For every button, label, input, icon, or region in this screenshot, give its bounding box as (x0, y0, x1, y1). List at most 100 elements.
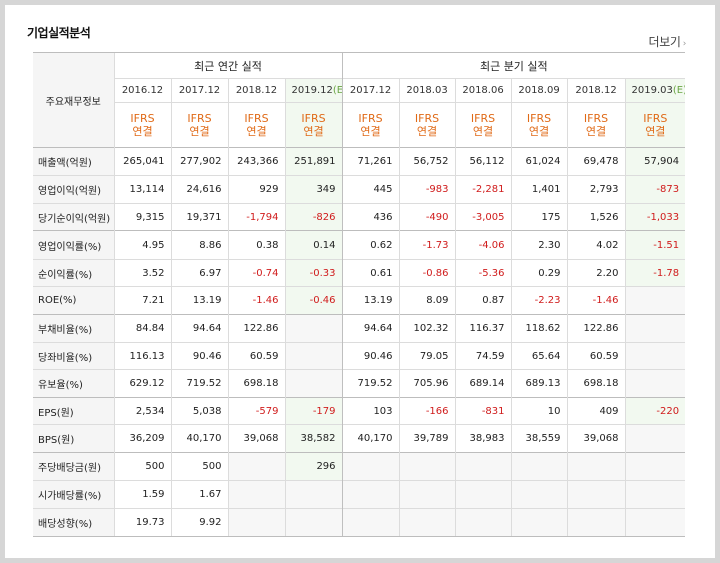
table-cell: 8.86 (170, 230, 228, 260)
table-cell: 65.64 (510, 342, 568, 370)
estimate-mark: (E) (332, 85, 342, 96)
table-row: 배당성향(%) 19.73 9.92 (33, 508, 686, 537)
table-cell: 0.29 (510, 259, 568, 287)
table-cell: 69,478 (566, 147, 626, 176)
table-cell: 57,904 (624, 147, 686, 176)
table-cell: 705.96 (398, 369, 456, 398)
table-row: 매출액(억원) 265,041 277,902 243,366 251,891 71,26… (33, 147, 686, 176)
period-label: 2018.06 (462, 85, 504, 96)
ifrs-label: IFRS (470, 112, 496, 125)
period-label: 2018.03 (406, 85, 448, 96)
ifrs-header-5: IFRS 연결 (398, 102, 456, 148)
table-cell (398, 452, 456, 481)
table-row: EPS(원) 2,534 5,038 -579 -179 103 -166 -831 10 409… (33, 397, 686, 425)
table-cell: 2,534 (113, 397, 171, 425)
table-cell (624, 314, 686, 343)
table-cell: 19,371 (170, 203, 228, 231)
table-cell: 79.05 (398, 342, 456, 370)
consolidated-label: 연결 (132, 125, 153, 138)
row-label: 유보율(%) (33, 369, 114, 398)
table-cell: 10 (510, 397, 568, 425)
row-label: 매출액(억원) (33, 147, 114, 176)
table-row: 영업이익(억원) 13,114 24,616 929 349 445 -983 -2,281 1… (33, 175, 686, 204)
table-cell: -0.46 (284, 286, 343, 315)
table-cell: 0.14 (284, 230, 343, 260)
table-row: 당기순이익(억원) 9,315 19,371 -1,794 -826 436 -490 -3,… (33, 203, 686, 231)
table-cell: -2,281 (454, 175, 512, 204)
table-cell: 9,315 (113, 203, 171, 231)
table-cell: 0.87 (454, 286, 512, 315)
table-cell: 61,024 (510, 147, 568, 176)
row-label: 시가배당률(%) (33, 480, 114, 509)
table-cell: -1.73 (398, 230, 456, 260)
table-cell: -3,005 (454, 203, 512, 231)
table-cell: 60.59 (566, 342, 626, 370)
table-cell: 689.14 (454, 369, 512, 398)
table-cell: 38,582 (284, 424, 343, 453)
table-cell (284, 508, 343, 537)
ifrs-header-8: IFRS 연결 (566, 102, 626, 148)
more-link[interactable]: 더보기 › (648, 33, 686, 50)
table-cell: 1,401 (510, 175, 568, 204)
table-cell: 102.32 (398, 314, 456, 343)
table-cell: 2.30 (510, 230, 568, 260)
table-cell (284, 369, 343, 398)
table-cell: 6.97 (170, 259, 228, 287)
ifrs-label: IFRS (643, 112, 668, 125)
table-cell (566, 480, 626, 509)
period-header-2: 2018.12 (227, 78, 285, 103)
table-cell: 13.19 (170, 286, 228, 315)
period-label: 2019.12 (291, 85, 333, 96)
table-cell: 4.02 (566, 230, 626, 260)
ifrs-header-6: IFRS 연결 (454, 102, 512, 148)
period-header-1: 2017.12 (170, 78, 228, 103)
consolidated-label: 연결 (645, 125, 666, 138)
table-cell: -0.33 (284, 259, 343, 287)
table-cell: -873 (624, 175, 686, 204)
ifrs-header-2: IFRS 연결 (227, 102, 285, 148)
ifrs-header-4: IFRS 연결 (341, 102, 400, 148)
period-header-9: 2019.03(E) (624, 78, 686, 103)
period-header-6: 2018.06 (454, 78, 512, 103)
row-label: 당기순이익(억원) (33, 203, 114, 231)
financial-table: 주요재무정보 최근 연간 실적 최근 분기 실적 2016.12 2017.12 2… (33, 52, 686, 537)
table-cell (624, 286, 686, 315)
table-cell: -220 (624, 397, 686, 425)
table-cell (341, 452, 400, 481)
period-label: 2017.12 (178, 85, 221, 96)
table-cell (227, 480, 285, 509)
period-label: 2018.09 (518, 85, 560, 96)
ifrs-label: IFRS (187, 112, 212, 125)
table-cell: 2.20 (566, 259, 626, 287)
table-cell: 36,209 (113, 424, 171, 453)
table-cell: -1,794 (227, 203, 285, 231)
table-cell: 19.73 (113, 508, 171, 537)
table-cell: 243,366 (227, 147, 285, 176)
table-cell: 251,891 (284, 147, 343, 176)
table-cell: 9.92 (170, 508, 228, 537)
table-cell: 719.52 (341, 369, 400, 398)
ifrs-label: IFRS (130, 112, 155, 125)
table-cell: 39,789 (398, 424, 456, 453)
period-label: 2018.12 (235, 85, 278, 96)
consolidated-label: 연결 (528, 125, 550, 138)
table-row: 부채비율(%) 84.84 94.64 122.86 94.64 102.32 116.37… (33, 314, 686, 343)
period-header-3: 2019.12(E) (284, 78, 343, 103)
row-label: ROE(%) (33, 286, 114, 315)
table-cell (624, 480, 686, 509)
consolidated-label: 연결 (416, 125, 438, 138)
table-cell: -1.46 (227, 286, 285, 315)
table-cell: 39,068 (227, 424, 285, 453)
table-cell (454, 452, 512, 481)
table-cell: -983 (398, 175, 456, 204)
table-cell: -490 (398, 203, 456, 231)
table-cell: -1.51 (624, 230, 686, 260)
table-cell: 436 (341, 203, 400, 231)
ifrs-label: IFRS (414, 112, 440, 125)
table-cell (624, 452, 686, 481)
table-cell (454, 480, 512, 509)
table-cell: -826 (284, 203, 343, 231)
table-cell: 122.86 (566, 314, 626, 343)
table-cell: -0.86 (398, 259, 456, 287)
quarter-header: 최근 분기 실적 (341, 52, 686, 79)
